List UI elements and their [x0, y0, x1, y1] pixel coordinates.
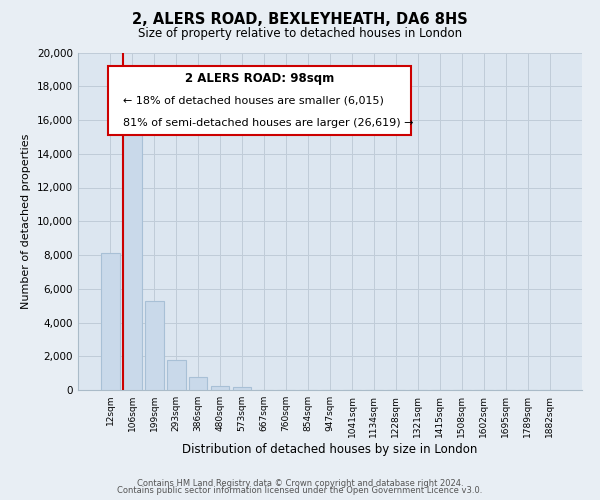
- Text: ← 18% of detached houses are smaller (6,015): ← 18% of detached houses are smaller (6,…: [124, 96, 384, 106]
- Bar: [167, 360, 185, 390]
- Bar: [145, 300, 164, 390]
- Text: Contains HM Land Registry data © Crown copyright and database right 2024.: Contains HM Land Registry data © Crown c…: [137, 478, 463, 488]
- Text: 2, ALERS ROAD, BEXLEYHEATH, DA6 8HS: 2, ALERS ROAD, BEXLEYHEATH, DA6 8HS: [132, 12, 468, 28]
- Bar: [233, 386, 251, 390]
- Bar: [123, 112, 142, 390]
- Text: Size of property relative to detached houses in London: Size of property relative to detached ho…: [138, 28, 462, 40]
- FancyBboxPatch shape: [108, 66, 410, 135]
- Bar: [101, 254, 119, 390]
- Text: 81% of semi-detached houses are larger (26,619) →: 81% of semi-detached houses are larger (…: [124, 118, 414, 128]
- Bar: [211, 386, 229, 390]
- X-axis label: Distribution of detached houses by size in London: Distribution of detached houses by size …: [182, 442, 478, 456]
- Text: 2 ALERS ROAD: 98sqm: 2 ALERS ROAD: 98sqm: [185, 72, 334, 85]
- Text: Contains public sector information licensed under the Open Government Licence v3: Contains public sector information licen…: [118, 486, 482, 495]
- Bar: [189, 378, 208, 390]
- Y-axis label: Number of detached properties: Number of detached properties: [22, 134, 31, 309]
